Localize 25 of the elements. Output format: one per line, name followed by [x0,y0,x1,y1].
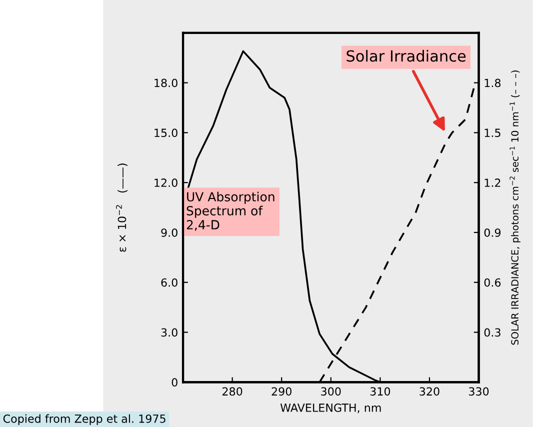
y-tick-label: 18.0 [154,78,178,88]
y-tick-label: 0 [172,378,178,387]
text: Copied from Zepp et al. 1975 [3,414,166,426]
y-tick-label: 15.0 [154,128,178,138]
x-tick-label: 320 [420,387,440,396]
x-tick-label: 310 [370,387,390,396]
x-tick-label: 300 [321,387,341,396]
y2-tick-label: 0.3 [484,328,500,337]
x-tick-label: 290 [272,387,292,396]
y2-tick-label: 1.2 [484,178,500,187]
x-tick-label: 280 [222,387,242,396]
annotation: UV Absorption Spectrum of 2,4-D [186,192,274,231]
text: ε × 10$^{−2}$ (——) [116,164,128,252]
y2-axis-title: SOLAR IRRADIANCE, photons cm$^{−2}$ sec$^{−1}$ 10 nm$^{−1}$ (– – –) [510,70,520,345]
y-tick-label: 3.0 [161,328,178,337]
x-axis-title: WAVELENGTH, nm [280,404,381,414]
annotation: Solar Irradiance [346,50,466,62]
y2-tick-label: 1.8 [484,78,501,88]
y2-tick-label: 0.6 [484,278,501,287]
y2-tick-label: 0.9 [484,228,501,237]
y-tick-label: 6.0 [161,278,178,287]
y-tick-label: 9.0 [161,228,178,237]
y-tick-label: 12.0 [154,178,178,187]
x-tick-label: 330 [469,387,489,396]
y2-tick-label: 1.5 [484,128,500,138]
